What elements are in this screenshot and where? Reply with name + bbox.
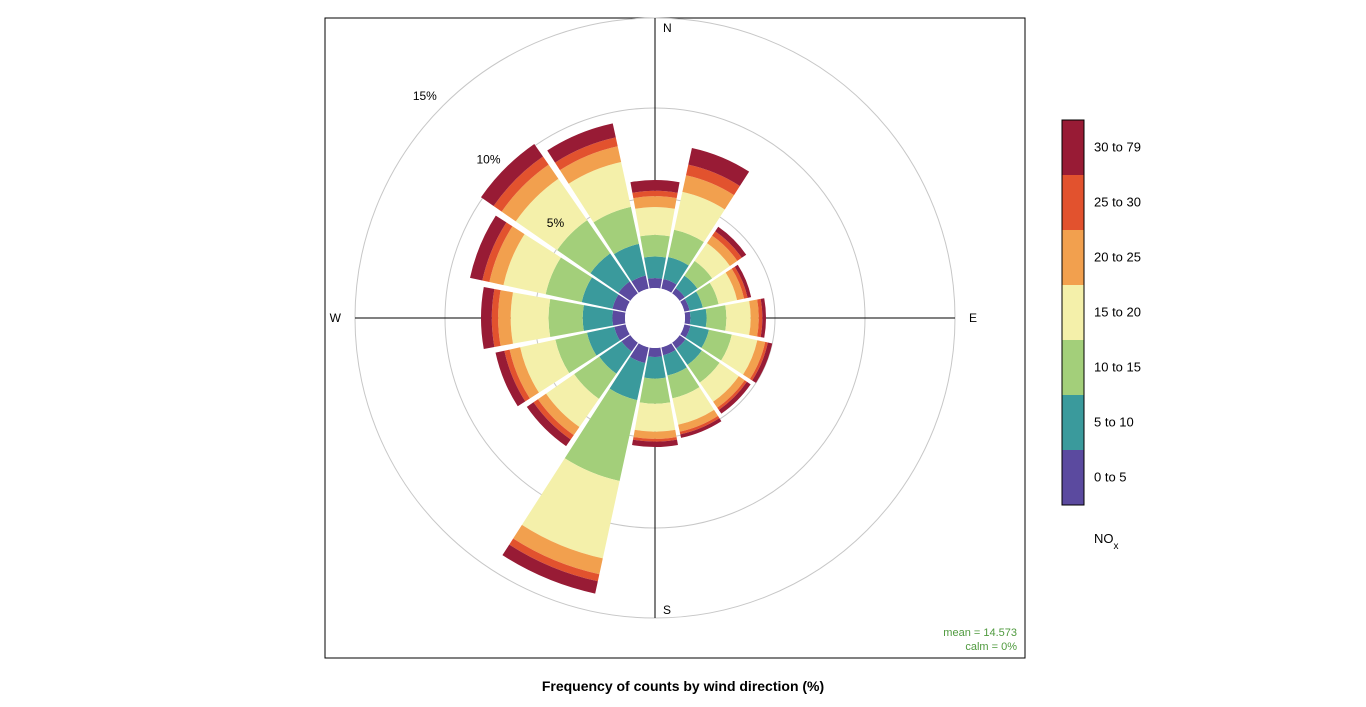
legend-swatch <box>1062 175 1084 230</box>
legend-swatch <box>1062 120 1084 175</box>
legend-label: 0 to 5 <box>1094 470 1127 485</box>
legend-label: 5 to 10 <box>1094 415 1134 430</box>
legend-label: 10 to 15 <box>1094 360 1141 375</box>
chart-container: 5% 10% 15% N S E Wmean = 14.573 calm = 0% 30 to … <box>0 0 1366 707</box>
center-hole <box>625 288 685 348</box>
ring-label: 15% <box>413 89 437 103</box>
legend-swatch <box>1062 340 1084 395</box>
legend-swatch <box>1062 285 1084 340</box>
cardinal-n: N <box>663 21 672 35</box>
wedge-segment <box>685 312 691 325</box>
wedge-segment <box>640 235 670 258</box>
ring-label: 10% <box>476 153 500 167</box>
legend-label: 20 to 25 <box>1094 250 1141 265</box>
stats-text: mean = 14.573 <box>943 627 1017 639</box>
legend-swatch <box>1062 230 1084 285</box>
legend-label: 25 to 30 <box>1094 195 1141 210</box>
wedge-segment <box>648 278 662 288</box>
legend-label: 30 to 79 <box>1094 140 1141 155</box>
wedge-segment <box>549 299 584 337</box>
wedge-segment <box>635 402 675 431</box>
legend: 30 to 79 25 to 30 20 to 25 15 to 20 10 to 15… <box>1062 120 1141 552</box>
cardinal-w: W <box>330 311 342 325</box>
wedge-segment <box>640 378 671 404</box>
wedge-segment <box>690 309 707 327</box>
cardinal-e: E <box>969 311 977 325</box>
wedge-segment <box>612 310 625 325</box>
wedge-segment <box>706 305 727 330</box>
wedge-segment <box>511 292 550 343</box>
wedge-segment <box>633 196 676 209</box>
legend-title: NOx <box>1094 531 1119 552</box>
wedge-segment <box>635 207 675 236</box>
legend-swatch <box>1062 450 1084 505</box>
chart-caption: Frequency of counts by wind direction (%… <box>0 678 1366 694</box>
wedge-segment <box>648 348 662 357</box>
wind-rose-chart: 5% 10% 15% N S E Wmean = 14.573 calm = 0% 30 to … <box>0 0 1366 707</box>
stats-text: calm = 0% <box>965 641 1017 653</box>
legend-label: 15 to 20 <box>1094 305 1141 320</box>
legend-swatch <box>1062 395 1084 450</box>
ring-label: 5% <box>547 216 565 230</box>
wedge-segment <box>725 301 750 335</box>
cardinal-s: S <box>663 603 671 617</box>
wedge-segment <box>644 257 666 279</box>
